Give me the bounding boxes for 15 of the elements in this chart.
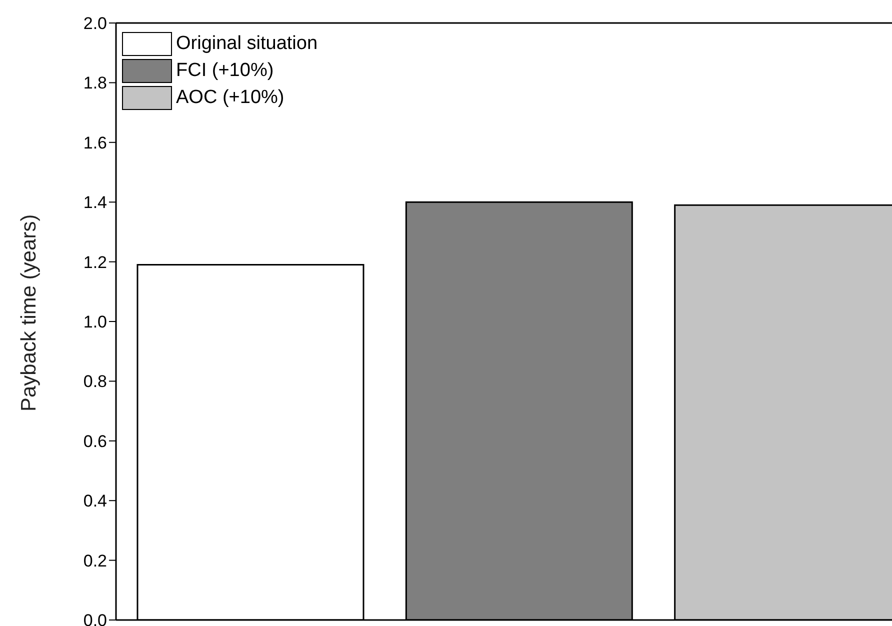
y-tick-label: 0.0 (83, 611, 107, 626)
y-tick-label: 1.4 (83, 193, 107, 212)
y-tick-label: 1.2 (83, 252, 107, 272)
y-tick-label: 2.0 (83, 14, 107, 34)
y-tick-label: 0.8 (83, 372, 107, 392)
y-tick-label: 0.4 (83, 492, 107, 511)
legend-label: FCI (+10%) (176, 60, 274, 82)
y-tick-label: 1.0 (83, 312, 107, 332)
y-axis-title: Payback time (years) (17, 214, 40, 412)
y-tick-label: 0.2 (83, 551, 107, 570)
y-tick-label: 1.8 (83, 74, 107, 93)
y-tick-label: 1.6 (83, 133, 107, 152)
legend-label: AOC (+10%) (176, 86, 284, 108)
y-tick-label: 0.6 (83, 432, 107, 451)
legend-label: Original situation (176, 32, 318, 54)
